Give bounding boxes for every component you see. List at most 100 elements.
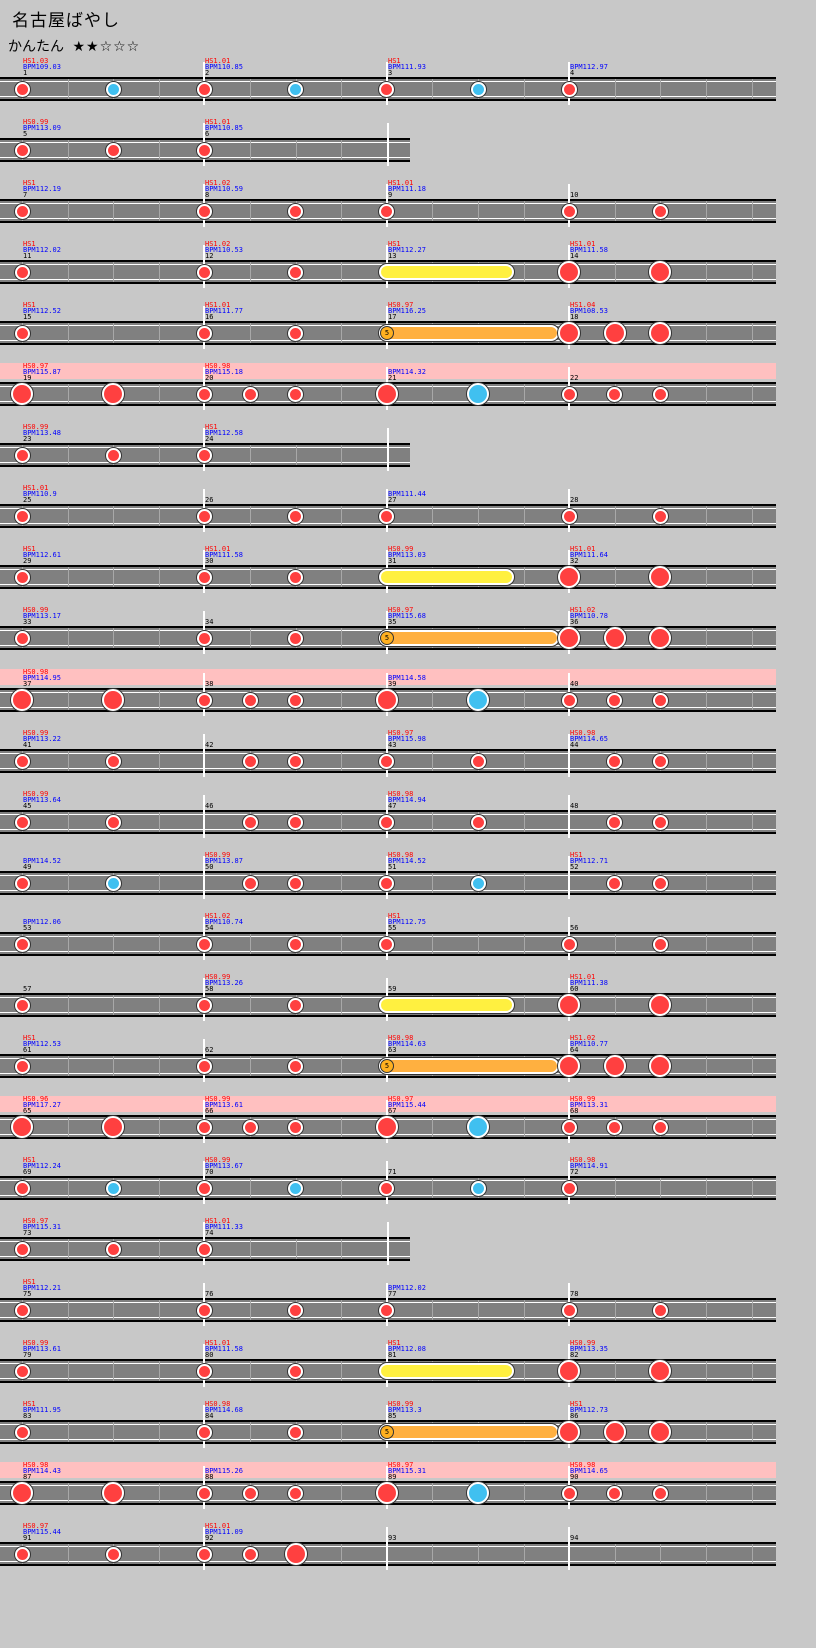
beat-tick xyxy=(524,873,525,893)
measure-bar xyxy=(386,1527,388,1570)
balloon-count: 5 xyxy=(380,1425,394,1439)
bpm-label: BPM111.77 xyxy=(205,307,243,315)
scroll-speed: HS0.99 xyxy=(570,1339,596,1347)
beat-tick xyxy=(250,201,251,221)
scroll-speed: HS0.99 xyxy=(23,729,49,737)
beat-tick xyxy=(706,690,707,710)
beat-tick xyxy=(706,323,707,343)
beat-tick xyxy=(341,751,342,771)
beat-tick xyxy=(432,812,433,832)
don-note xyxy=(15,570,30,585)
beat-tick xyxy=(706,1361,707,1381)
drumroll-note xyxy=(379,997,514,1013)
don-note xyxy=(653,815,668,830)
bpm-label: BPM109.03 xyxy=(23,63,61,71)
beat-tick xyxy=(68,1422,69,1442)
big-don-note xyxy=(102,1482,124,1504)
scroll-speed: HS0.97 xyxy=(23,1522,49,1530)
scroll-speed: HS0.99 xyxy=(205,1156,231,1164)
measure-number: 1 xyxy=(23,69,28,77)
bpm-label: BPM117.27 xyxy=(23,1101,61,1109)
big-ka-note xyxy=(467,1116,489,1138)
scroll-speed: HS0.97 xyxy=(388,606,414,614)
beat-tick xyxy=(615,1361,616,1381)
beat-tick xyxy=(68,445,69,465)
beat-tick xyxy=(341,873,342,893)
bpm-label: BPM113.61 xyxy=(205,1101,243,1109)
don-note xyxy=(15,1303,30,1318)
beat-tick xyxy=(706,1544,707,1564)
don-note xyxy=(15,754,30,769)
don-note xyxy=(653,387,668,402)
measure-number: 56 xyxy=(570,924,579,932)
row-header xyxy=(0,669,776,685)
bpm-label: BPM115.26 xyxy=(205,1467,243,1475)
don-note xyxy=(15,631,30,646)
lane-highlight xyxy=(0,875,776,876)
beat-tick xyxy=(113,1300,114,1320)
chart-row: HS1 BPM112.53 61 62 HS0.98 BPM114.63 63 HS1.02 B… xyxy=(0,1035,776,1096)
don-note xyxy=(288,754,303,769)
big-don-note xyxy=(102,1116,124,1138)
beat-tick xyxy=(341,140,342,160)
don-note xyxy=(288,1486,303,1501)
measure-number: 71 xyxy=(388,1168,397,1176)
beat-tick xyxy=(524,751,525,771)
big-don-note xyxy=(649,994,671,1016)
big-don-note xyxy=(558,1421,580,1443)
bpm-label: BPM110.59 xyxy=(205,185,243,193)
measure-number: 80 xyxy=(205,1351,214,1359)
measure-number: 26 xyxy=(205,496,214,504)
balloon-count: 5 xyxy=(380,631,394,645)
beat-tick xyxy=(432,1300,433,1320)
beat-tick xyxy=(68,812,69,832)
beat-tick xyxy=(341,79,342,99)
don-note xyxy=(653,754,668,769)
scroll-speed: HS1 xyxy=(388,240,401,248)
measure-number: 57 xyxy=(23,985,32,993)
scroll-speed: HS0.97 xyxy=(388,1095,414,1103)
beat-tick xyxy=(341,506,342,526)
chart-row: HS0.99 BPM113.09 5 HS1.01 BPM110.85 6 xyxy=(0,119,776,180)
don-note xyxy=(379,754,394,769)
scroll-speed: HS1.03 xyxy=(23,57,49,65)
beat-tick xyxy=(68,384,69,404)
scroll-speed: HS1.01 xyxy=(205,118,231,126)
difficulty-label: かんたん xyxy=(8,39,64,55)
beat-tick xyxy=(615,567,616,587)
don-note xyxy=(15,204,30,219)
don-note xyxy=(607,754,622,769)
don-note xyxy=(288,876,303,891)
measure-number: 32 xyxy=(570,557,579,565)
beat-tick xyxy=(524,1483,525,1503)
chart-row: HS0.99 BPM113.64 45 46 HS0.98 BPM114.94 47 48 xyxy=(0,791,776,852)
beat-tick xyxy=(68,995,69,1015)
row-header xyxy=(0,1462,776,1478)
don-note xyxy=(197,570,212,585)
don-note xyxy=(562,204,577,219)
big-don-note xyxy=(649,627,671,649)
bpm-label: BPM115.18 xyxy=(205,368,243,376)
beat-tick xyxy=(706,1483,707,1503)
don-note xyxy=(197,204,212,219)
measure-number: 14 xyxy=(570,252,579,260)
measure-number: 43 xyxy=(388,741,397,749)
beat-tick xyxy=(752,690,753,710)
scroll-speed: HS1.01 xyxy=(570,240,596,248)
beat-tick xyxy=(524,1117,525,1137)
measure-number: 7 xyxy=(23,191,28,199)
beat-tick xyxy=(159,1422,160,1442)
scroll-speed: HS0.99 xyxy=(23,790,49,798)
beat-tick xyxy=(250,506,251,526)
measure-number: 42 xyxy=(205,741,214,749)
don-note xyxy=(379,509,394,524)
beat-tick xyxy=(68,140,69,160)
beat-tick xyxy=(432,1544,433,1564)
beat-tick xyxy=(706,1300,707,1320)
scroll-speed: HS0.96 xyxy=(23,1095,49,1103)
don-note xyxy=(288,1303,303,1318)
don-note xyxy=(197,1059,212,1074)
big-don-note xyxy=(649,261,671,283)
bpm-label: BPM113.31 xyxy=(570,1101,608,1109)
bpm-label: BPM111.09 xyxy=(205,1528,243,1536)
